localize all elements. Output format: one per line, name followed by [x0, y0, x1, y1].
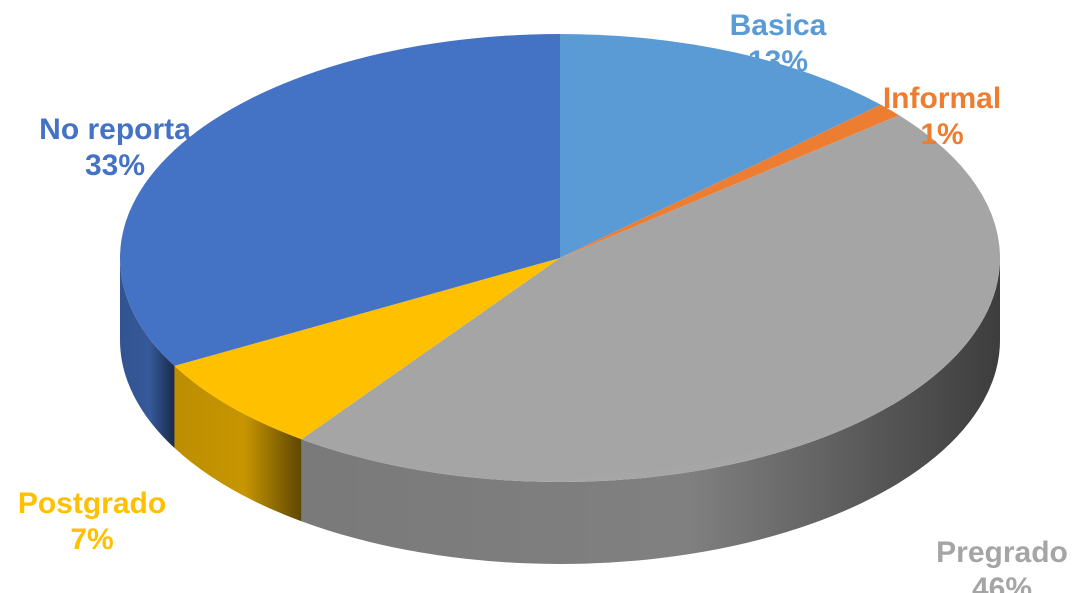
data-label-name-basica: Basica [730, 9, 827, 42]
data-label-value-pregrado: 46% [972, 572, 1032, 593]
data-label-value-informal: 1% [920, 118, 963, 151]
data-label-no-reporta: No reporta 33% [39, 113, 191, 182]
data-label-value-no-reporta: 33% [85, 149, 145, 182]
data-label-name-pregrado: Pregrado [936, 536, 1068, 569]
data-label-name-postgrado: Postgrado [18, 487, 166, 520]
data-label-name-no-reporta: No reporta [39, 113, 191, 146]
data-label-basica: Basica 13% [730, 9, 827, 78]
data-label-informal: Informal 1% [883, 82, 1001, 151]
pie-side-shade-postgrado [174, 365, 302, 522]
data-label-group: Basica 13% Informal 1% Pregrado 46% Postgrado 7… [18, 9, 1068, 593]
pie-side-shade-no-reporta [120, 258, 175, 448]
pie-top-shade [120, 34, 1000, 482]
pie-side-shade-pregrado [301, 258, 1000, 564]
data-label-name-informal: Informal [883, 82, 1001, 115]
pie-top-group [120, 34, 1001, 483]
data-label-value-postgrado: 7% [70, 523, 113, 556]
data-label-pregrado: Pregrado 46% [936, 536, 1068, 593]
data-label-value-basica: 13% [748, 45, 808, 78]
pie-side-group [120, 258, 1000, 564]
data-label-postgrado: Postgrado 7% [18, 487, 166, 556]
